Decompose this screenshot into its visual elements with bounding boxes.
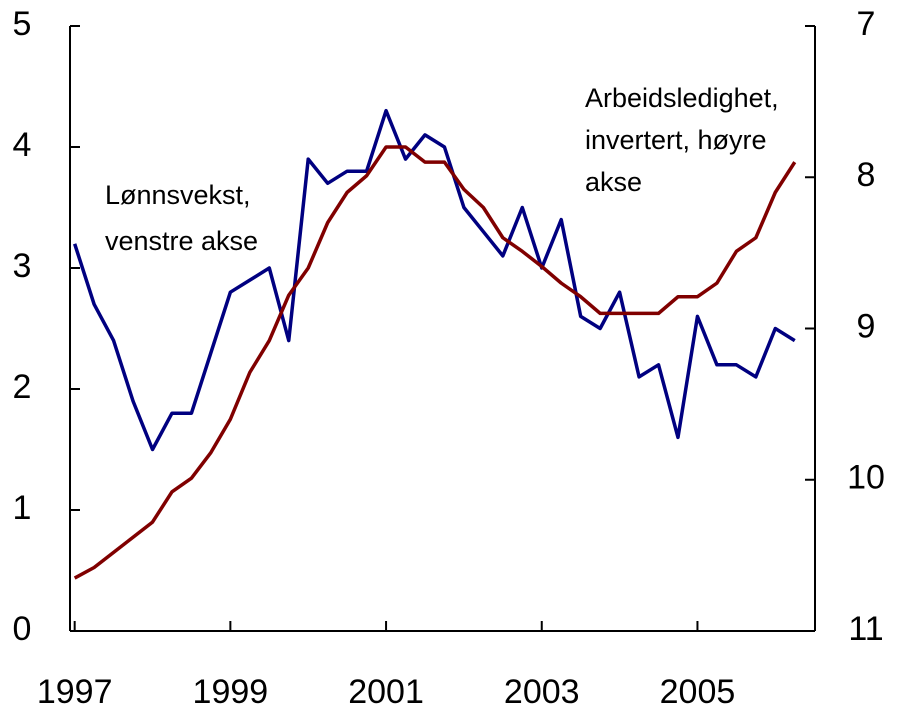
x-tick-label: 1999 xyxy=(193,673,269,711)
annotation: Lønnsvekst, xyxy=(105,180,251,210)
y2-tick-label: 10 xyxy=(847,459,885,497)
y2-tick-label: 11 xyxy=(848,610,883,648)
x-tick-label: 2001 xyxy=(348,673,424,711)
x-tick-label: 1997 xyxy=(37,673,113,711)
annotation: akse xyxy=(585,167,642,197)
line-series xyxy=(73,145,797,580)
annotation: invertert, høyre xyxy=(585,125,767,155)
y-tick-label: 5 xyxy=(13,5,32,43)
annotation: venstre akse xyxy=(105,226,258,256)
x-tick-label: 2005 xyxy=(660,673,736,711)
y2-tick-label: 8 xyxy=(857,156,876,194)
y-tick-label: 0 xyxy=(13,610,32,648)
y2-tick-label: 7 xyxy=(857,5,876,43)
y-tick-label: 2 xyxy=(13,368,32,406)
line-series xyxy=(73,108,796,452)
y-tick-label: 1 xyxy=(13,489,32,527)
annotation: Arbeidsledighet, xyxy=(585,83,779,113)
y-tick-label: 4 xyxy=(13,126,32,164)
y-tick-label: 3 xyxy=(13,247,32,285)
y2-tick-label: 9 xyxy=(857,307,876,345)
x-tick-label: 2003 xyxy=(504,673,580,711)
